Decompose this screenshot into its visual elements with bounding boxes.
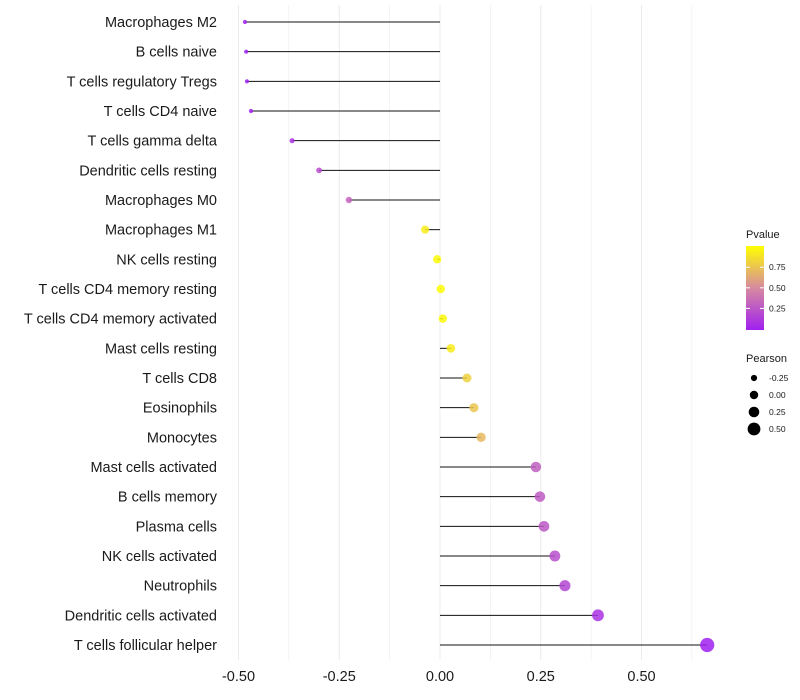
color-legend-label: 0.75 xyxy=(769,262,786,272)
lollipop-point xyxy=(421,225,430,234)
lollipop-point xyxy=(530,461,542,473)
category-label: NK cells resting xyxy=(116,252,217,268)
size-legend-point xyxy=(748,406,760,418)
category-label: T cells CD4 naive xyxy=(104,104,217,120)
lollipop-point xyxy=(462,373,472,383)
category-label: T cells regulatory Tregs xyxy=(67,74,217,90)
lollipop-point xyxy=(289,138,295,144)
size-legend-title: Pearson xyxy=(746,353,787,365)
lollipop-point xyxy=(433,255,442,264)
x-tick-label: -0.50 xyxy=(222,669,255,685)
size-legend-point xyxy=(747,422,761,436)
lollipop-point xyxy=(476,432,486,442)
size-legend-label: 0.50 xyxy=(769,424,786,434)
lollipop-point xyxy=(559,580,571,592)
color-legend-title: Pvalue xyxy=(746,229,780,241)
category-label: T cells gamma delta xyxy=(88,134,218,150)
category-label: Monocytes xyxy=(147,430,217,446)
lollipop-point xyxy=(700,637,715,653)
lollipop-point xyxy=(436,284,446,294)
color-legend-label: 0.50 xyxy=(769,283,786,293)
lollipop-point xyxy=(592,609,604,622)
lollipop-point xyxy=(446,344,456,353)
category-label: B cells naive xyxy=(136,45,217,61)
x-tick-label: 0.00 xyxy=(426,669,454,685)
category-label: Mast cells activated xyxy=(90,460,217,476)
lollipop-point xyxy=(549,550,561,562)
category-label: T cells CD4 memory activated xyxy=(24,312,217,328)
lollipop-point xyxy=(534,491,546,502)
lollipop-point xyxy=(438,314,448,323)
size-legend-label: 0.00 xyxy=(769,390,786,400)
size-legend-label: 0.25 xyxy=(769,407,786,417)
category-label: Mast cells resting xyxy=(105,341,217,357)
color-legend-label: 0.25 xyxy=(769,303,786,313)
lollipop-point xyxy=(345,196,353,204)
size-legend-label: -0.25 xyxy=(769,373,789,383)
category-label: T cells CD8 xyxy=(142,371,217,387)
lollipop-point xyxy=(248,108,254,114)
category-label: B cells memory xyxy=(118,490,218,506)
category-label: Dendritic cells activated xyxy=(65,608,217,624)
category-label: T cells follicular helper xyxy=(74,638,217,654)
lollipop-point xyxy=(538,520,550,532)
category-label: Macrophages M2 xyxy=(105,15,217,31)
category-label: Macrophages M1 xyxy=(105,223,217,239)
lollipop-point xyxy=(316,167,322,174)
category-label: Macrophages M0 xyxy=(105,193,217,209)
category-label: Neutrophils xyxy=(144,579,217,595)
color-bar xyxy=(746,246,764,330)
lollipop-point xyxy=(469,403,479,413)
category-label: Eosinophils xyxy=(143,401,217,417)
lollipop-point xyxy=(244,79,250,84)
category-label: Dendritic cells resting xyxy=(79,163,217,179)
category-label: Plasma cells xyxy=(136,519,217,535)
size-legend-point xyxy=(750,374,758,382)
category-label: NK cells activated xyxy=(102,549,217,565)
x-tick-label: 0.50 xyxy=(627,669,655,685)
size-legend-point xyxy=(749,390,759,400)
category-label: T cells CD4 memory resting xyxy=(38,282,217,298)
lollipop-point xyxy=(244,49,249,54)
x-tick-label: 0.25 xyxy=(527,669,555,685)
x-tick-label: -0.25 xyxy=(323,669,356,685)
lollipop-point xyxy=(242,19,248,25)
